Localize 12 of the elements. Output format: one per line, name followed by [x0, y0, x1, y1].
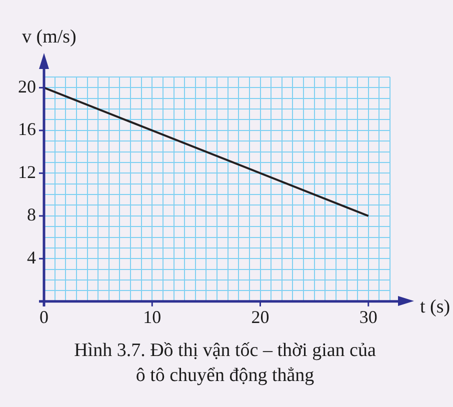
- y-tick-label: 8: [27, 204, 36, 225]
- y-tick-label: 4: [27, 247, 36, 268]
- y-tick-label: 20: [18, 76, 36, 96]
- x-tick-label: 30: [359, 306, 378, 327]
- x-axis-title: t (s): [420, 296, 450, 318]
- y-tick-label: 16: [18, 119, 36, 140]
- y-tick-label: 12: [18, 162, 36, 182]
- x-tick-label: 10: [143, 306, 162, 327]
- x-tick-label: 20: [251, 306, 270, 327]
- text: Hình 3.7. Đồ thị vận tốc – thời gian của ô tô chuyển động thẳng: [73, 339, 377, 388]
- y-axis-title: v (m/s): [22, 26, 76, 48]
- x-tick-label: 0: [40, 306, 48, 327]
